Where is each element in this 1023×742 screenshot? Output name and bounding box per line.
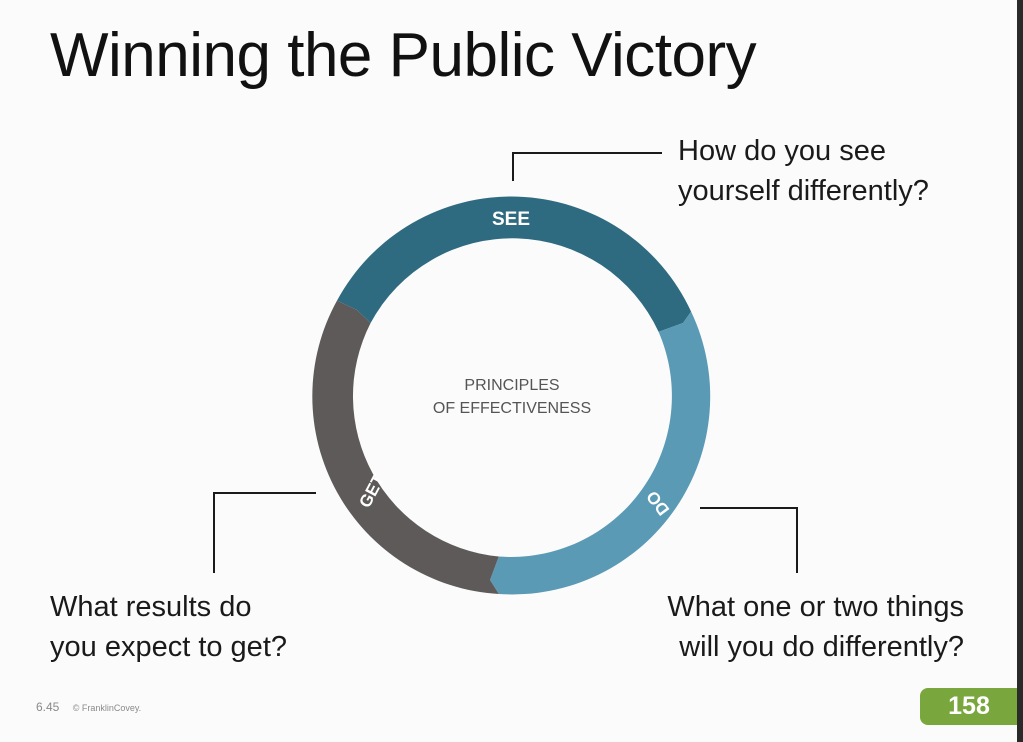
question-see-line1: How do you see (678, 135, 886, 167)
question-get-line2: you expect to get? (50, 631, 287, 663)
question-see: How do you see yourself differently? (678, 131, 929, 211)
connector-get (213, 492, 316, 573)
window-edge (1017, 0, 1023, 742)
question-get: What results do you expect to get? (50, 587, 287, 667)
segment-get (312, 300, 499, 594)
question-see-line2: yourself differently? (678, 175, 929, 207)
page-number-badge: 158 (920, 688, 1018, 725)
connector-see (512, 152, 662, 181)
footer-code: 6.45 (36, 700, 60, 714)
center-label: PRINCIPLES OF EFFECTIVENESS (412, 374, 612, 420)
segment-do (490, 311, 711, 595)
question-get-line1: What results do (50, 591, 252, 623)
connector-do (700, 507, 798, 573)
question-do-line2: will you do differently? (679, 631, 964, 663)
footer: 6.45 © FranklinCovey. (36, 700, 141, 714)
center-label-line1: PRINCIPLES (464, 377, 560, 394)
segment-see (337, 196, 692, 332)
question-do: What one or two things will you do diffe… (560, 587, 964, 667)
slide-title: Winning the Public Victory (50, 21, 757, 90)
segment-label-see: SEE (492, 209, 530, 230)
question-do-line1: What one or two things (667, 591, 964, 623)
center-label-line2: OF EFFECTIVENESS (432, 400, 592, 417)
footer-copyright: © FranklinCovey. (72, 703, 142, 713)
